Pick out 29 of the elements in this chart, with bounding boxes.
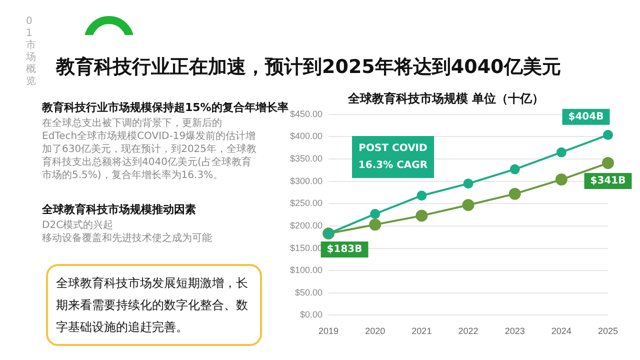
- data-label: $183B: [326, 244, 362, 256]
- text: 教育科技行业正在加速，预计到2025年将达到4040亿美元: [56, 55, 561, 80]
- data-label: $341B: [590, 176, 626, 187]
- x-tick-label: 2024: [551, 326, 572, 336]
- y-tick-label: $350.00: [290, 154, 323, 164]
- y-tick-label: $200.00: [290, 220, 323, 230]
- text: 移动设备覆盖和先进技术使之成为可能: [42, 232, 212, 245]
- x-tick-label: 2025: [598, 326, 618, 336]
- y-tick-label: $450.00: [290, 108, 323, 119]
- data-label: $404B: [568, 112, 604, 123]
- y-tick-label: $300.00: [290, 176, 323, 186]
- x-tick-label: 2022: [458, 326, 478, 336]
- x-tick-label: 2021: [412, 326, 432, 336]
- y-tick-label: $50.00: [295, 287, 323, 298]
- text: 教育科技行业市场规模保持超15%的复合年增长率: [42, 100, 288, 115]
- chart-title: 全球教育科技市场规模 单位（十亿）: [346, 91, 544, 106]
- y-tick-label: $400.00: [290, 131, 323, 142]
- text: 在全球总支出被下调的背景下，更新后的EdTech全球市场规模COVID-19爆发前的估计增加了630亿美元，现在预计，到2025年，全球教育科技支出总额将达到4040亿美元(占全球教育市场的5.5%)，复合年增长率为16.3%。: [42, 117, 257, 182]
- text: D2C模式的兴起: [42, 218, 114, 232]
- text: 全球教育科技市场发展短期激增，长期来看需要持续化的数字化整合、数字基础设施的追赶完善。: [46, 264, 262, 346]
- text: 01 市场概览: [26, 16, 36, 88]
- y-tick-label: $250.00: [290, 198, 323, 208]
- y-tick-label: $0.00: [300, 310, 323, 320]
- x-tick-label: 2020: [365, 326, 386, 336]
- x-tick-label: 2019: [318, 326, 339, 336]
- x-tick-label: 2023: [504, 326, 525, 336]
- annotation: POST COVID 16.3% CAGR: [352, 136, 434, 178]
- y-tick-label: $100.00: [290, 265, 323, 276]
- text: 全球教育科技市场规模推动因素: [42, 202, 196, 217]
